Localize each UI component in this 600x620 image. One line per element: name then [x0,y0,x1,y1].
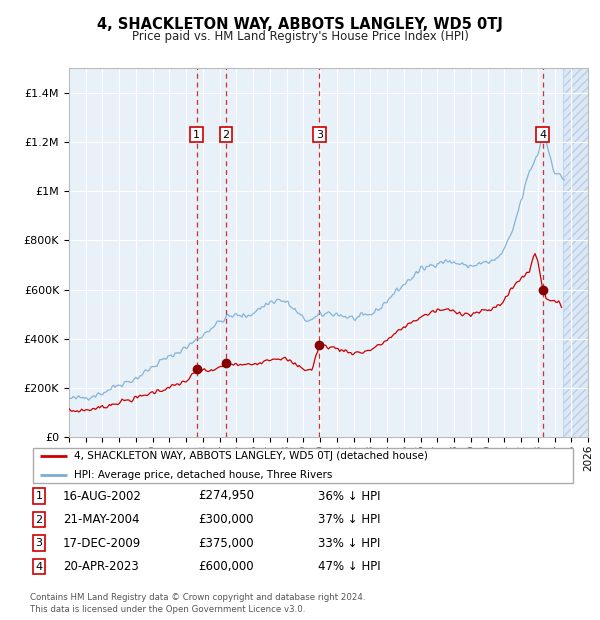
Text: 2: 2 [35,515,43,525]
Text: Contains HM Land Registry data © Crown copyright and database right 2024.
This d: Contains HM Land Registry data © Crown c… [30,593,365,614]
Text: £600,000: £600,000 [198,560,254,573]
Text: 3: 3 [316,130,323,140]
Text: 1: 1 [35,491,43,501]
Text: 36% ↓ HPI: 36% ↓ HPI [318,490,380,502]
Text: £300,000: £300,000 [198,513,254,526]
Text: 17-DEC-2009: 17-DEC-2009 [63,537,141,549]
Text: 4: 4 [35,562,43,572]
Text: 21-MAY-2004: 21-MAY-2004 [63,513,139,526]
Text: 37% ↓ HPI: 37% ↓ HPI [318,513,380,526]
FancyBboxPatch shape [33,448,573,484]
Bar [563,68,596,437]
Text: Price paid vs. HM Land Registry's House Price Index (HPI): Price paid vs. HM Land Registry's House … [131,30,469,43]
Text: £274,950: £274,950 [198,490,254,502]
Text: 20-APR-2023: 20-APR-2023 [63,560,139,573]
Text: £375,000: £375,000 [198,537,254,549]
Text: 2: 2 [223,130,230,140]
Text: 4, SHACKLETON WAY, ABBOTS LANGLEY, WD5 0TJ: 4, SHACKLETON WAY, ABBOTS LANGLEY, WD5 0… [97,17,503,32]
Text: 16-AUG-2002: 16-AUG-2002 [63,490,142,502]
Text: 47% ↓ HPI: 47% ↓ HPI [318,560,380,573]
Text: 3: 3 [35,538,43,548]
Text: 4: 4 [539,130,547,140]
Bar [563,68,596,437]
Text: 4, SHACKLETON WAY, ABBOTS LANGLEY, WD5 0TJ (detached house): 4, SHACKLETON WAY, ABBOTS LANGLEY, WD5 0… [74,451,428,461]
Text: HPI: Average price, detached house, Three Rivers: HPI: Average price, detached house, Thre… [74,470,332,480]
Text: 33% ↓ HPI: 33% ↓ HPI [318,537,380,549]
Text: 1: 1 [193,130,200,140]
